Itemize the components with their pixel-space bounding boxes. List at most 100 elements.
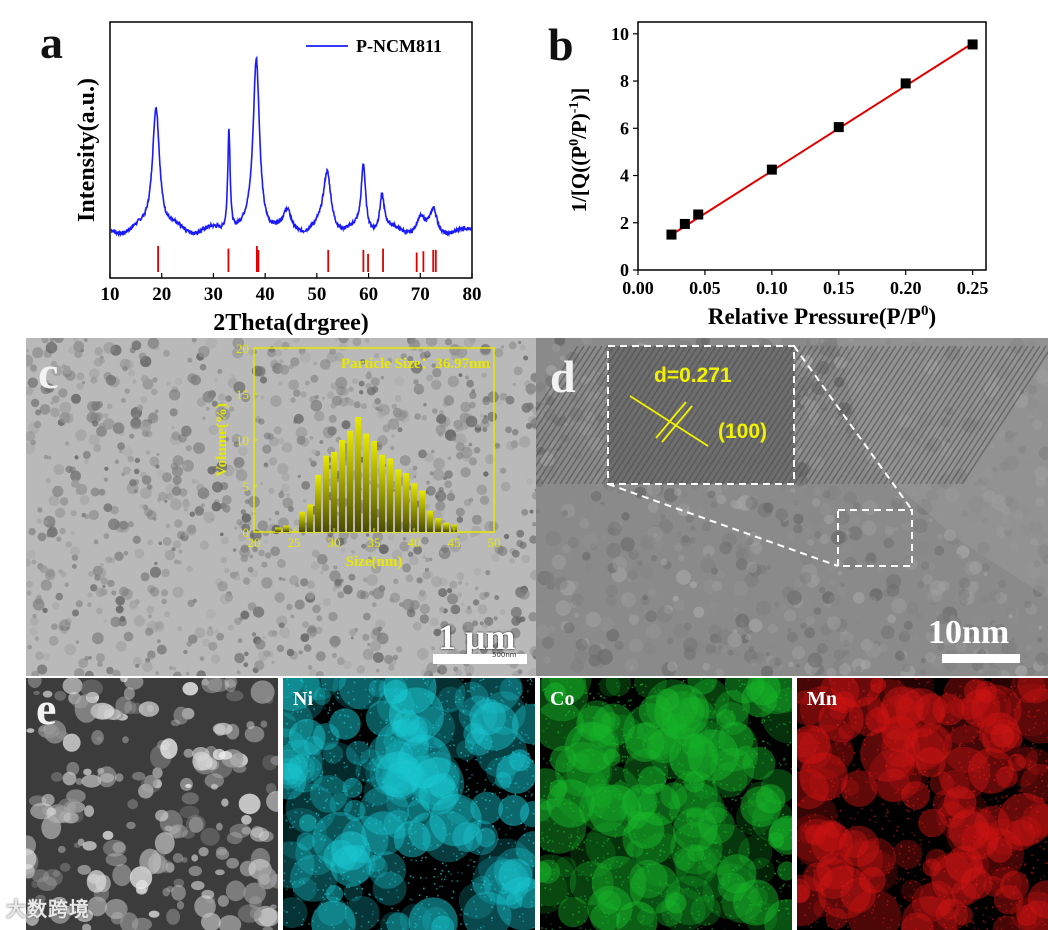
y-tick-label-b: 2 xyxy=(620,213,629,233)
x-tick-label-b: 0.10 xyxy=(756,278,788,298)
y-tick-label-b: 6 xyxy=(620,118,629,138)
inset-x-label: Size(nm) xyxy=(346,554,403,570)
x-axis-label-b: Relative Pressure(P/P0) xyxy=(708,303,936,329)
inset-bar xyxy=(355,417,361,532)
x-tick-label-a: 50 xyxy=(307,284,326,305)
inset-bar xyxy=(363,433,369,532)
data-point xyxy=(766,164,777,175)
eds-label-ni: Ni xyxy=(293,688,313,710)
bet-chart: 0.00 0.05 0.10 0.15 0.20 0.25 0 2 4 6 8 10 Relative … xyxy=(567,21,989,329)
eds-map-ni: Ni xyxy=(283,678,535,930)
lattice-plane-label: (100) xyxy=(718,420,768,443)
plot-frame-a xyxy=(109,21,473,279)
data-point xyxy=(900,78,911,89)
lattice-marker xyxy=(661,405,693,443)
inset-bar xyxy=(379,454,385,532)
inset-bar xyxy=(331,451,337,532)
panel-label-a: a xyxy=(40,17,63,68)
inset-y-tick-label: 20 xyxy=(236,341,249,356)
x-tick-label-a: 60 xyxy=(359,284,378,305)
x-tick-label-a: 10 xyxy=(101,284,120,305)
data-point xyxy=(679,218,690,229)
eds-map-mn: Mn xyxy=(797,678,1048,930)
inset-x-tick-label: 45 xyxy=(448,535,461,550)
lattice-marker xyxy=(655,401,687,439)
scalebar-d xyxy=(942,654,1020,663)
scalebar-c xyxy=(433,654,527,664)
data-point xyxy=(967,39,978,50)
y-tick-label-b: 10 xyxy=(611,24,629,44)
inset-y-tick-label: 0 xyxy=(243,525,250,540)
inset-y-tick-label: 15 xyxy=(236,387,249,402)
inset-x-tick-label: 20 xyxy=(248,535,261,550)
inset-title: Particle Size：36.97nm xyxy=(341,356,491,372)
panel-label-e: e xyxy=(36,683,57,734)
inset-dashed-frame xyxy=(607,345,795,485)
x-tick-label-a: 80 xyxy=(463,284,482,305)
tem-image-c: c 20 25 30 35 40 45 50 0 5 10 15 20 Particle Size：36… xyxy=(26,338,538,676)
inset-bar xyxy=(443,522,449,532)
x-tick-label-b: 0.20 xyxy=(890,278,922,298)
inset-bar xyxy=(299,511,305,532)
leader-line xyxy=(793,345,913,511)
inset-x-tick-label: 25 xyxy=(288,535,301,550)
scalebar-label-d: 10nm xyxy=(928,614,1010,651)
eds-label-mn: Mn xyxy=(807,688,837,710)
inset-bar xyxy=(323,455,329,532)
inset-bar xyxy=(411,483,417,532)
y-axis-label-b: 1/[Q((P0/P)-1)] xyxy=(567,88,591,213)
inset-bar xyxy=(275,527,281,532)
panel-label-b: b xyxy=(548,19,574,70)
eds-label-co: Co xyxy=(550,688,575,710)
panel-label-d: d xyxy=(550,351,576,402)
eds-map-co: Co xyxy=(540,678,792,930)
sem-image-e: e xyxy=(26,678,278,930)
data-point xyxy=(833,122,844,133)
inset-bar xyxy=(307,504,313,532)
x-tick-label-b: 0.25 xyxy=(957,278,989,298)
inset-bar xyxy=(315,474,321,532)
x-tick-label-a: 70 xyxy=(411,284,430,305)
inset-bar xyxy=(403,473,409,532)
inset-bar xyxy=(427,510,433,532)
inset-y-tick-label: 5 xyxy=(243,479,250,494)
x-tick-label-a: 40 xyxy=(256,284,275,305)
x-axis-label-a: 2Theta(drgree) xyxy=(213,310,369,336)
selection-dashed-frame xyxy=(837,509,913,567)
x-tick-label-b: 0.05 xyxy=(689,278,721,298)
xrd-chart: 10 20 30 40 50 60 70 80 2Theta(drgree) Intensity(… xyxy=(74,21,482,336)
panel-label-c: c xyxy=(38,347,59,398)
inset-bar xyxy=(283,525,289,532)
y-tick-label-b: 8 xyxy=(620,71,629,91)
inset-bar xyxy=(435,518,441,532)
fit-line xyxy=(666,42,974,239)
data-point xyxy=(693,209,704,220)
inset-y-tick-label: 10 xyxy=(236,433,249,448)
plot-frame-b xyxy=(637,21,987,271)
inset-bar xyxy=(387,458,393,532)
inset-x-tick-label: 50 xyxy=(488,535,501,550)
watermark-text: 大数跨境 xyxy=(6,897,90,921)
inset-bar xyxy=(339,440,345,532)
x-tick-label-a: 20 xyxy=(152,284,171,305)
inset-y-label: Volume(%) xyxy=(214,403,230,477)
y-axis-label-a: Intensity(a.u.) xyxy=(74,78,100,222)
inset-bar xyxy=(371,440,377,532)
scalebar-small-label-c: 500nm xyxy=(492,651,517,659)
inset-bar xyxy=(347,430,353,532)
y-tick-label-b: 0 xyxy=(620,260,629,280)
xrd-series-line xyxy=(110,55,472,238)
leader-line xyxy=(607,483,839,567)
hrtem-image-d: d d=0.271 (100) 10nm xyxy=(536,338,1048,676)
x-tick-label-b: 0.00 xyxy=(622,278,654,298)
x-tick-label-a: 30 xyxy=(204,284,223,305)
data-point xyxy=(666,229,677,240)
inset-x-tick-label: 40 xyxy=(408,535,421,550)
inset-x-tick-label: 35 xyxy=(368,535,381,550)
scalebar-label-c: 1 μm xyxy=(438,617,516,657)
particle-size-inset: 20 25 30 35 40 45 50 0 5 10 15 20 Particle Size：36.9… xyxy=(214,341,501,570)
inset-x-tick-label: 30 xyxy=(328,535,341,550)
inset-bar xyxy=(395,469,401,532)
legend-label-a: P-NCM811 xyxy=(356,36,442,56)
inset-bar xyxy=(419,490,425,532)
